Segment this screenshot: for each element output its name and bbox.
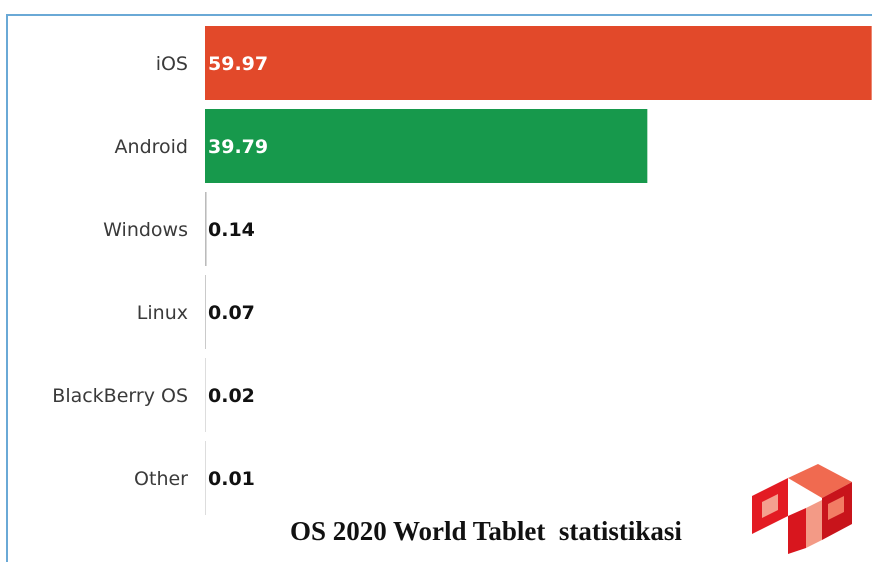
bar-windows: [205, 192, 207, 266]
category-label-other: Other: [134, 468, 188, 490]
category-label-ios: iOS: [156, 53, 188, 75]
category-label-windows: Windows: [103, 219, 188, 241]
bar-android: [205, 109, 648, 183]
value-label-other: 0.01: [208, 468, 255, 490]
category-label-blackberry-os: BlackBerry OS: [52, 385, 188, 407]
value-label-linux: 0.07: [208, 302, 255, 324]
bar-blackberry-os: [205, 358, 206, 432]
category-label-linux: Linux: [137, 302, 188, 324]
category-label-android: Android: [115, 136, 188, 158]
value-label-blackberry-os: 0.02: [208, 385, 255, 407]
value-label-windows: 0.14: [208, 219, 255, 241]
bar-ios: [205, 26, 872, 100]
value-label-ios: 59.97: [208, 53, 268, 75]
red-cube-logo-icon: [752, 464, 852, 554]
bar-other: [205, 441, 206, 515]
value-label-android: 39.79: [208, 136, 268, 158]
chart-caption: OS 2020 World Tablet statistikasi: [290, 516, 682, 546]
chart-frame: [6, 14, 872, 562]
bar-linux: [205, 275, 206, 349]
